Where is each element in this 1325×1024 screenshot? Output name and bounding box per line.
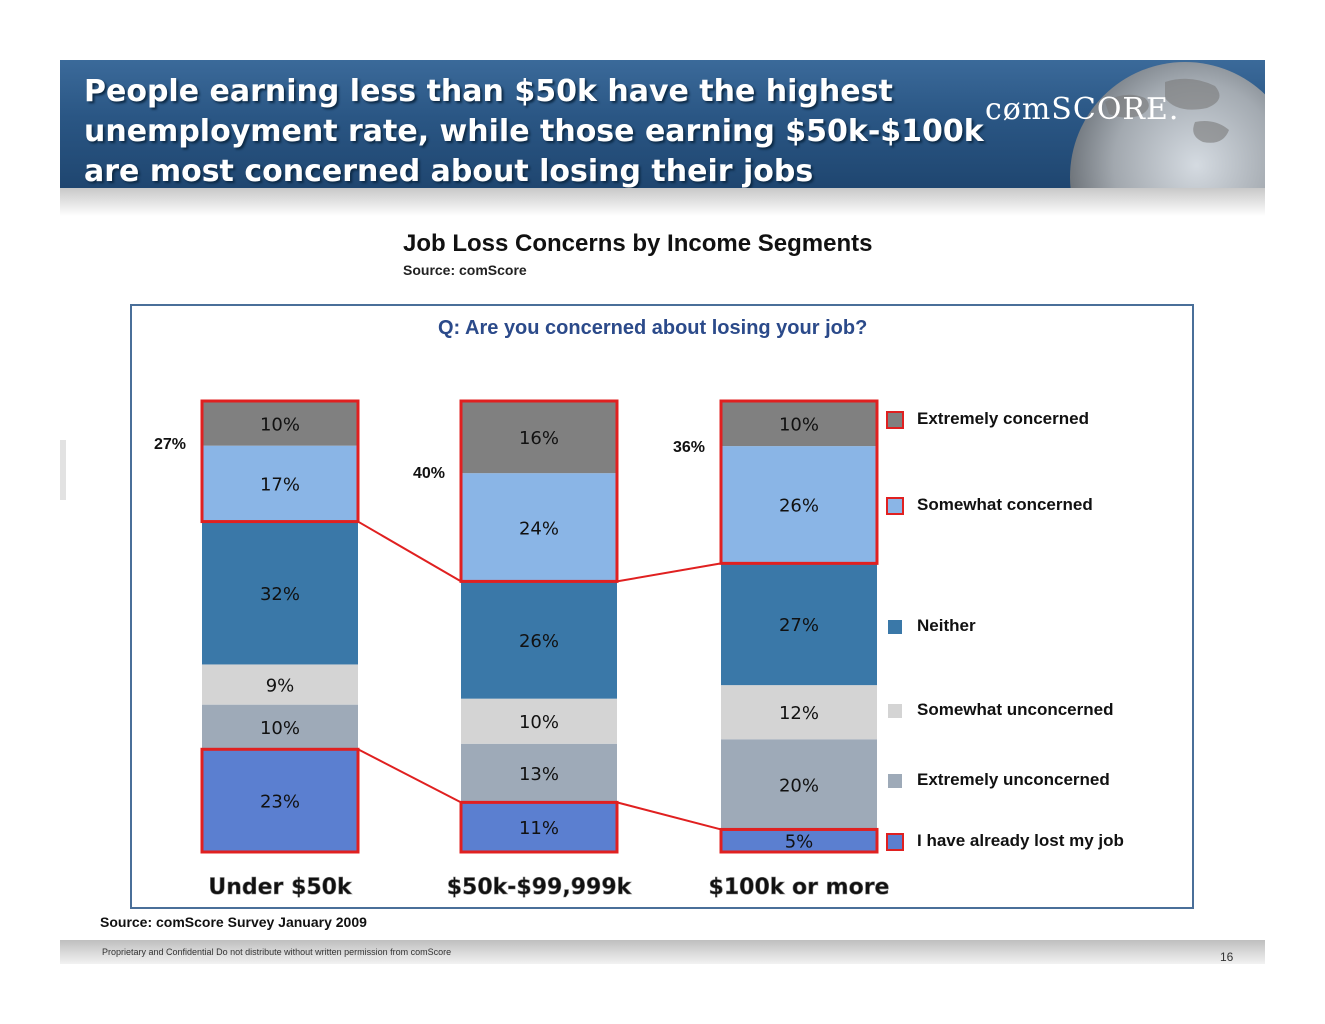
bar-segment <box>721 446 877 564</box>
lost-job-connector-line <box>357 748 462 804</box>
bar-segment <box>721 829 877 852</box>
bar-value-label: 26% <box>779 496 819 517</box>
concerned-total-label: 27% <box>154 436 186 453</box>
bar-value-label: 27% <box>779 615 819 636</box>
bar-value-label: 13% <box>519 764 559 785</box>
concerned-highlight <box>200 399 360 524</box>
header-shadow-band <box>60 188 1265 216</box>
chart-title: Job Loss Concerns by Income Segments <box>403 230 873 257</box>
globe-icon <box>1070 62 1265 190</box>
legend-label: Somewhat concerned <box>917 495 1093 514</box>
lost-job-connector-line <box>616 801 722 831</box>
chart-subtitle: Source: comScore <box>403 262 527 278</box>
legend-swatch <box>886 833 904 851</box>
bar-segment <box>202 664 358 705</box>
bar-value-label: 10% <box>779 415 819 436</box>
bar-value-label: 23% <box>260 792 300 813</box>
bar-value-label: 26% <box>519 631 559 652</box>
legend-swatch <box>886 772 904 790</box>
category-label: Under $50k <box>208 875 353 900</box>
legend-label: I have already lost my job <box>917 831 1124 850</box>
legend-swatch <box>886 497 904 515</box>
bar-segment <box>202 749 358 852</box>
decorative-stub <box>60 440 66 500</box>
bar-value-label: 16% <box>519 428 559 449</box>
bar-segment <box>202 445 358 522</box>
comscore-logo: cømSCORE. <box>985 92 1180 127</box>
legend-swatch <box>886 702 904 720</box>
title-banner: People earning less than $50k have the h… <box>60 60 1265 188</box>
category-label: $100k or more <box>709 875 890 900</box>
chart-frame <box>130 304 1194 909</box>
concerned-total-label: 36% <box>673 439 705 456</box>
bar-segment <box>461 802 617 852</box>
lost-job-highlight <box>200 747 360 854</box>
concerned-total-label: 40% <box>413 465 445 482</box>
chart-legend: Extremely concerned Somewhat concerned Nei… <box>884 400 1184 860</box>
page-number: 16 <box>1220 950 1234 964</box>
bar-segment <box>721 401 877 447</box>
bar-value-label: 17% <box>260 475 300 496</box>
concerned-highlight <box>459 399 619 583</box>
bar-value-label: 24% <box>519 518 559 539</box>
bar-value-label: 32% <box>260 584 300 605</box>
legend-label: Extremely concerned <box>917 409 1089 428</box>
bar-segment <box>461 698 617 744</box>
bar-value-label: 10% <box>519 712 559 733</box>
bar-value-label: 11% <box>519 818 559 839</box>
concerned-connector-line <box>357 520 462 583</box>
bar-segment <box>202 521 358 665</box>
footer-confidential: Proprietary and Confidential Do not dist… <box>102 947 452 957</box>
bar-segment <box>721 563 877 686</box>
slide-title: People earning less than $50k have the h… <box>84 74 984 188</box>
concerned-connector-line <box>616 562 722 583</box>
bar-value-label: 20% <box>779 775 819 796</box>
footer-bar <box>60 940 1265 964</box>
bar-segment <box>461 473 617 582</box>
survey-question: Q: Are you concerned about losing your j… <box>438 317 868 339</box>
bar-segment <box>721 685 877 740</box>
bar-segment <box>461 581 617 699</box>
footer-source: Source: comScore Survey January 2009 <box>100 914 367 930</box>
bar-value-label: 10% <box>260 718 300 739</box>
bar-segment <box>202 704 358 750</box>
legend-label: Extremely unconcerned <box>917 770 1110 789</box>
bar-value-label: 9% <box>266 676 295 697</box>
bar-value-label: 10% <box>260 414 300 435</box>
bar-segment <box>461 743 617 803</box>
lost-job-highlight <box>459 800 619 854</box>
bar-segment <box>202 401 358 446</box>
legend-label: Somewhat unconcerned <box>917 700 1114 719</box>
lost-job-highlight <box>719 827 879 854</box>
bar-value-label: 5% <box>785 832 814 853</box>
bar-value-label: 12% <box>779 703 819 724</box>
bar-segment <box>461 401 617 474</box>
legend-swatch <box>886 618 904 636</box>
bar-segment <box>721 739 877 830</box>
concerned-highlight <box>719 399 879 565</box>
legend-swatch <box>886 411 904 429</box>
legend-label: Neither <box>917 616 976 635</box>
category-label: $50k-$99,999k <box>447 875 633 900</box>
